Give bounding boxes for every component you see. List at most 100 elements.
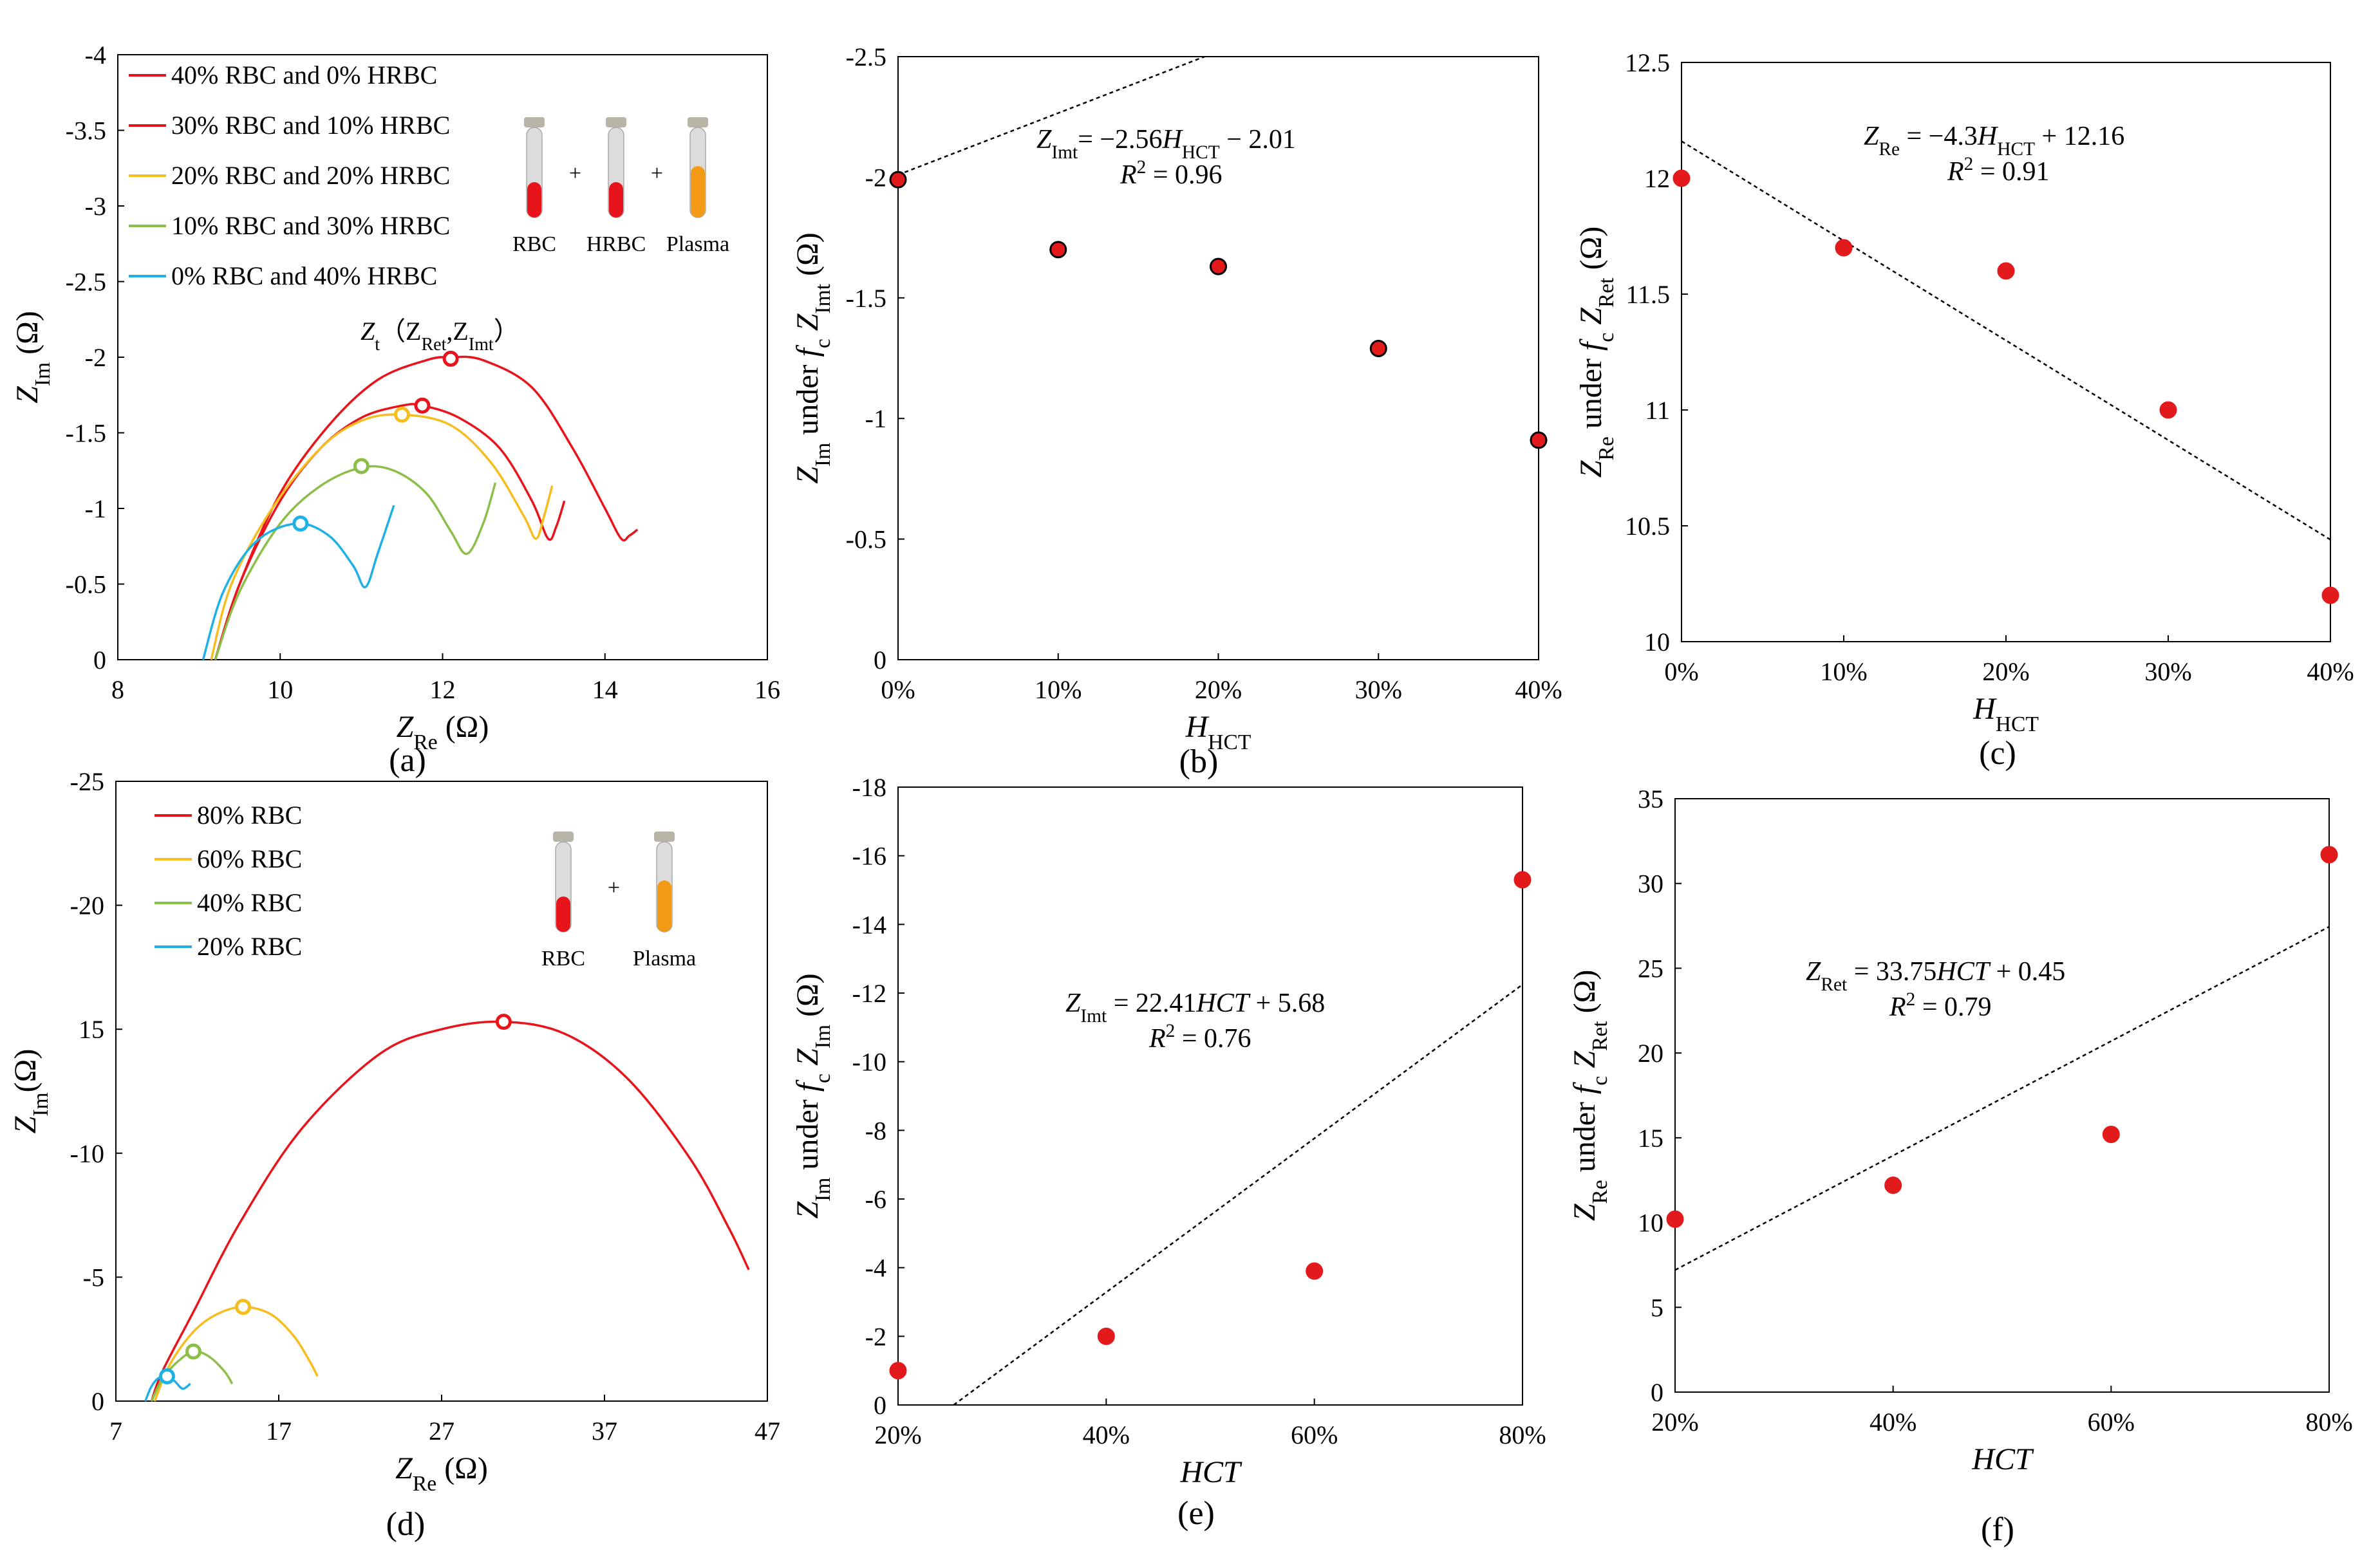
legend-label: 40% RBC (197, 888, 302, 917)
x-axis-label: ZRe (Ω) (395, 1451, 488, 1496)
text-part: Imt (469, 335, 494, 355)
data-point (1306, 1262, 1324, 1280)
data-point (1997, 262, 2015, 280)
x-tick-label: 8 (111, 675, 124, 704)
y-tick-label: -1.5 (846, 284, 886, 313)
y-axis-label: ZIm(Ω) (8, 1049, 53, 1134)
data-point (1097, 1327, 1115, 1345)
text-part: R (1889, 992, 1906, 1022)
legend-label: 80% RBC (197, 801, 302, 830)
text-part: ,Z (446, 317, 468, 346)
peak-marker (353, 458, 370, 474)
panel-e: 20% 40% 60% 80%0-2-4-6-8-10-12-14-16-18HCTZ… (791, 773, 1546, 1532)
text-part: （Z (380, 317, 421, 346)
text-part: under (1574, 351, 1608, 436)
y-tick-label: -12 (852, 979, 886, 1008)
text-part: + 12.16 (2035, 122, 2124, 151)
trend-line (953, 983, 1523, 1406)
peak-marker (393, 406, 410, 423)
y-tick-label: -10 (70, 1139, 104, 1168)
y-tick-label: 11 (1645, 396, 1670, 425)
y-tick-label: -5 (83, 1263, 104, 1292)
legend-label: 10% RBC and 30% HRBC (171, 211, 450, 240)
tube-label: Plasma (666, 232, 729, 256)
text-part: = 0.96 (1146, 160, 1222, 190)
text-part: HCT (1996, 712, 2039, 736)
text-part: HCT (1971, 1442, 2034, 1476)
tube-plasma: Plasma (666, 117, 729, 256)
peak-marker (442, 350, 459, 367)
text-part: H (1185, 710, 1210, 744)
text-part: (Ω) (1574, 227, 1608, 278)
tube-label: RBC (541, 947, 585, 971)
trend-equation: ZRet = 33.75HCT + 0.45 (1806, 957, 2065, 995)
peak-marker (185, 1343, 201, 1360)
text-part: HCT (1195, 989, 1250, 1018)
text-part: 2 (1137, 157, 1147, 178)
text-part: Im (811, 1178, 835, 1202)
tube-rbc: RBC (541, 832, 585, 971)
y-axis-label: ZIm under fc ZIm (Ω) (791, 973, 835, 1218)
y-tick-label: -2 (85, 343, 106, 372)
text-part: R (1148, 1024, 1166, 1054)
x-tick-label: 0% (881, 675, 915, 704)
text-part: Ret (421, 335, 446, 355)
y-tick-label: 12 (1644, 164, 1670, 193)
x-axis-label: ZRe (Ω) (397, 710, 489, 754)
text-part: Re (1595, 436, 1618, 460)
y-tick-label: 15 (79, 1015, 104, 1044)
text-part: HCT (1182, 142, 1220, 163)
x-tick-label: 20% (1982, 657, 2029, 686)
y-tick-label: 0 (874, 1391, 886, 1420)
text-part: Z (1574, 307, 1608, 333)
tube-cap (553, 832, 574, 842)
text-part: c (1588, 1076, 1612, 1086)
text-part: Z (1568, 1050, 1602, 1076)
text-part: Z (10, 386, 44, 404)
y-tick-label: -3.5 (66, 116, 106, 145)
y-tick-label: -14 (852, 910, 886, 939)
text-part: H (1977, 122, 1999, 151)
x-tick-label: 7 (109, 1417, 122, 1446)
text-part: Ret (1595, 277, 1618, 308)
y-axis-label: ZRe under fc ZRet (Ω) (1574, 227, 1618, 478)
x-tick-label: 16 (754, 675, 780, 704)
text-part: R (1120, 160, 1137, 190)
tube-fill (609, 182, 623, 218)
peak-marker (235, 1299, 252, 1316)
text-part: Z (397, 710, 415, 744)
y-tick-label: -18 (852, 773, 886, 802)
text-part: − 2.01 (1220, 125, 1296, 154)
y-tick-label: 0 (1651, 1378, 1663, 1407)
text-part: HCT (1179, 1455, 1242, 1489)
x-tick-label: 17 (266, 1417, 292, 1446)
panel-caption: (b) (1179, 743, 1219, 780)
tube-fill (556, 897, 570, 932)
x-tick-label: 20% (1195, 675, 1242, 704)
text-part: 2 (1964, 154, 1974, 174)
text-part: = −4.3 (1900, 122, 1978, 151)
data-point (889, 1362, 907, 1380)
x-tick-label: 20% (874, 1420, 921, 1449)
plus-sign: + (651, 162, 663, 185)
y-tick-label: 10 (1638, 1209, 1663, 1238)
data-point (2102, 1126, 2120, 1144)
tube-cap (606, 117, 626, 127)
text-part: Im (29, 1092, 53, 1116)
text-part: = 0.79 (1915, 992, 1991, 1022)
y-axis-label: ZIm under fc ZImt (Ω) (791, 232, 835, 484)
data-point (1369, 340, 1387, 358)
text-part: (Ω) (436, 1451, 488, 1485)
x-tick-label: 12 (430, 675, 456, 704)
text-part: Im (31, 362, 55, 386)
peak-annotation: Zt（ZRet,ZImt） (361, 317, 520, 355)
x-tick-label: 27 (429, 1417, 454, 1446)
text-part: Z (361, 317, 375, 346)
data-point (1530, 431, 1548, 449)
text-part: = 33.75 (1847, 957, 1936, 987)
peak-marker (495, 1014, 512, 1030)
